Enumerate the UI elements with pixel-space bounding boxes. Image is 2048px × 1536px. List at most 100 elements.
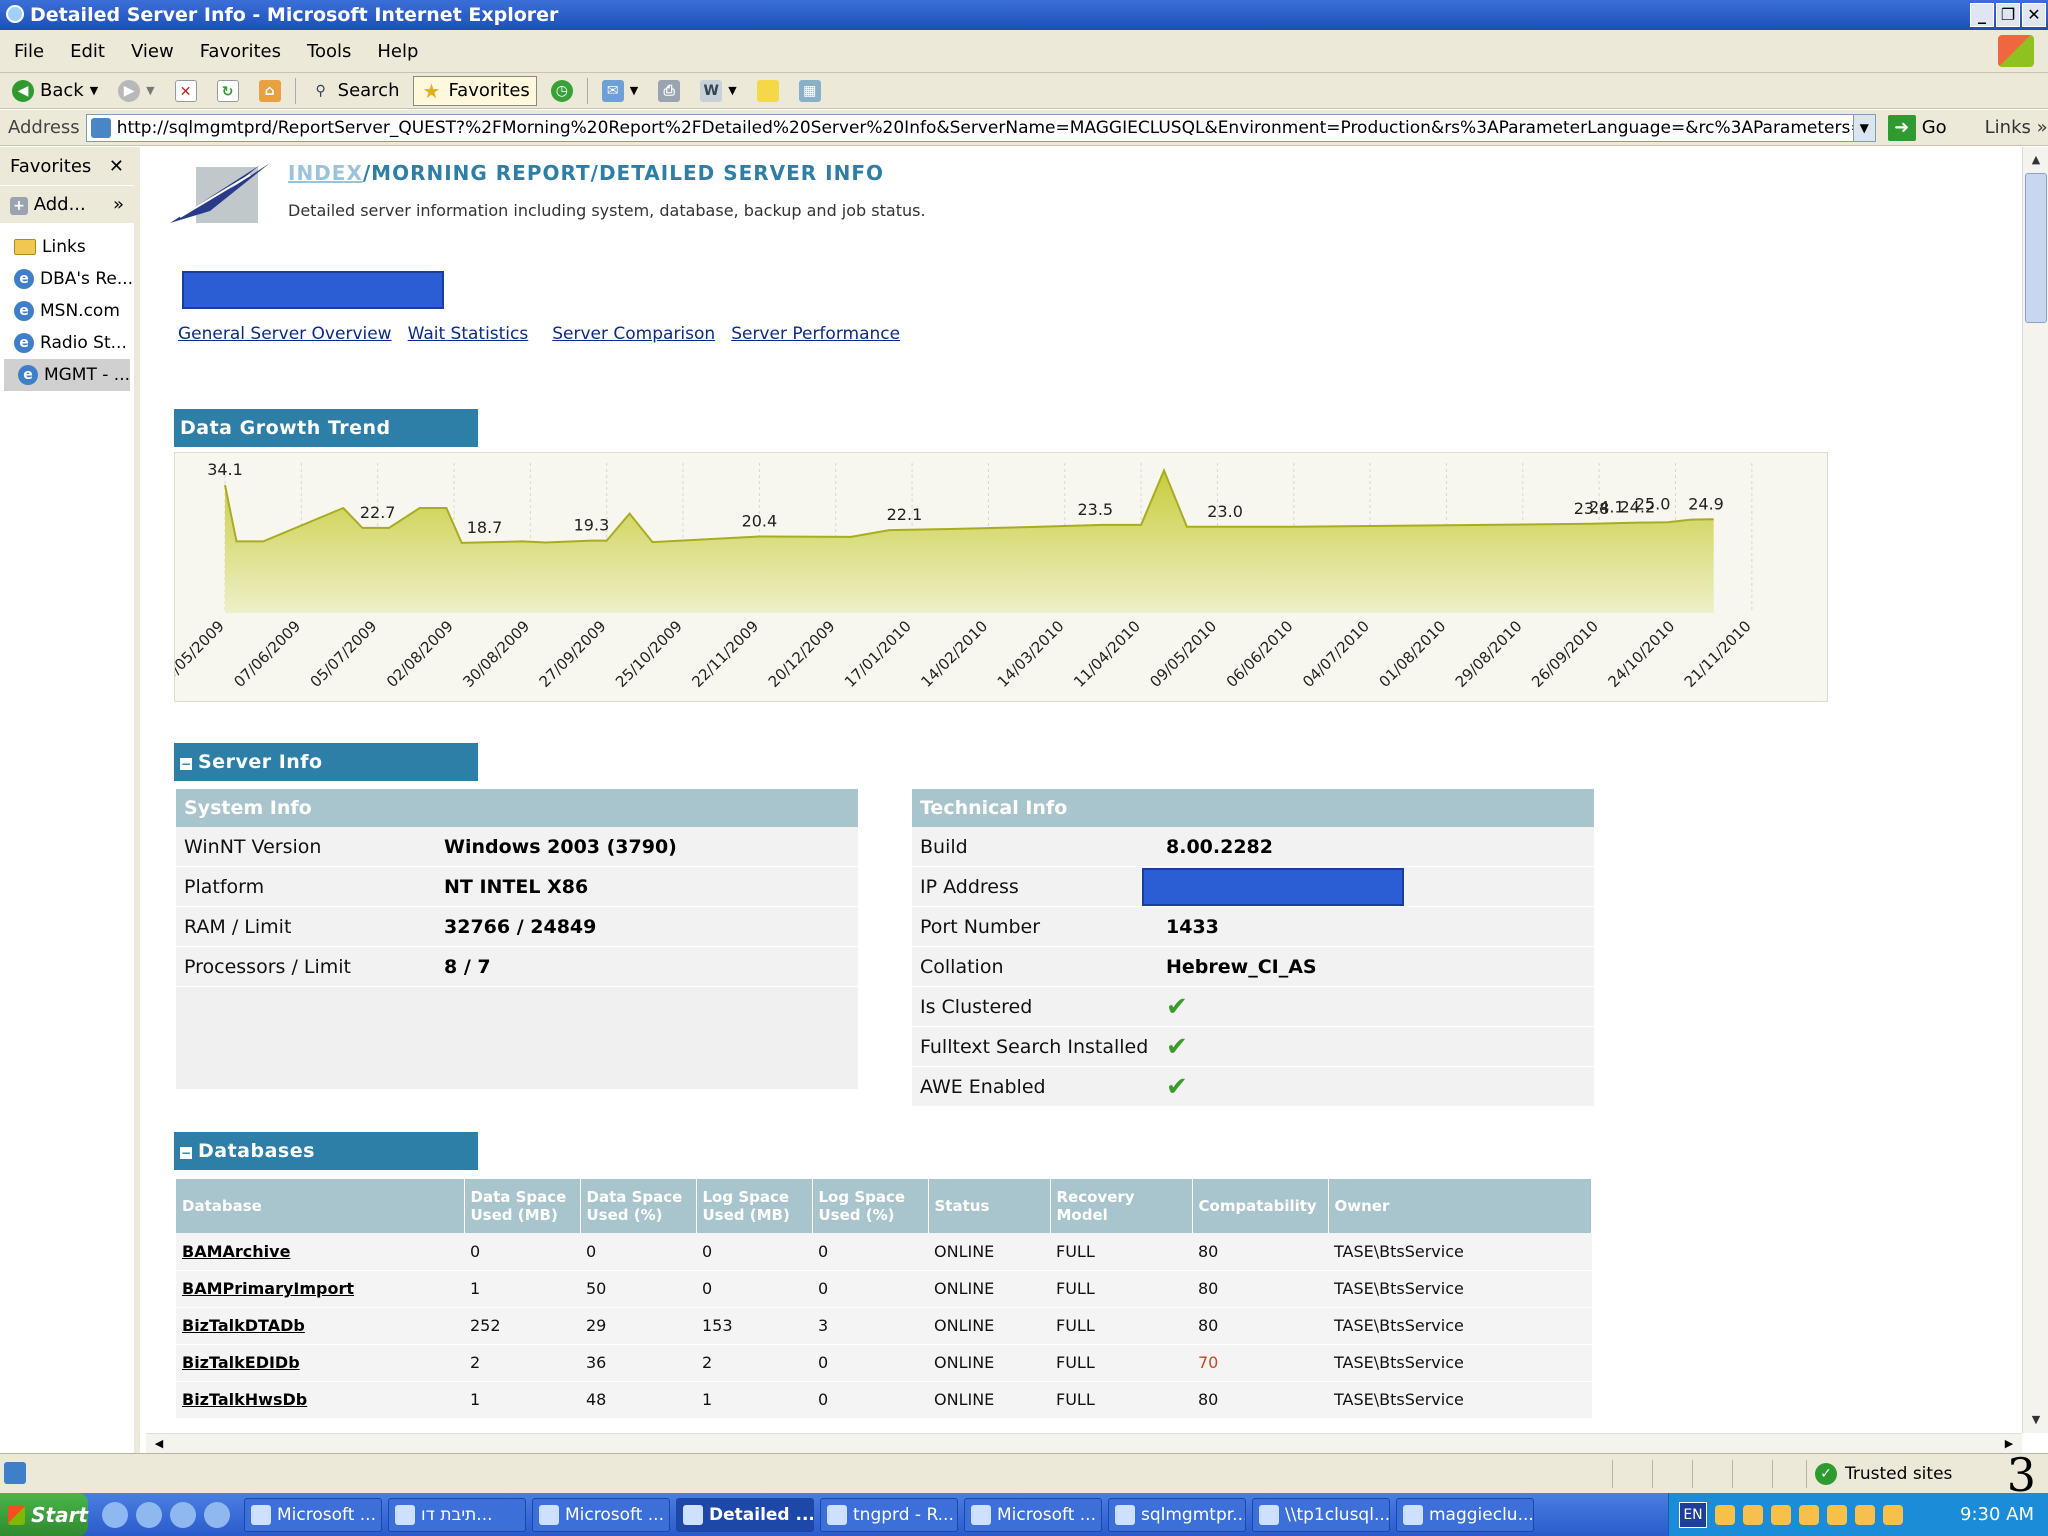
link-server-comparison[interactable]: Server Comparison [552,324,716,344]
scroll-down-icon[interactable]: ▼ [2031,1413,2041,1426]
home-button[interactable]: ⌂ [253,76,287,106]
links-button[interactable]: Links » [1985,117,2048,138]
database-link[interactable]: BAMArchive [176,1233,464,1271]
notes-button[interactable] [751,76,785,106]
database-link[interactable]: BAMPrimaryImport [176,1270,464,1308]
menu-favorites[interactable]: Favorites [199,40,282,62]
taskbar-item[interactable]: תיבת דו... [388,1497,526,1532]
quick-launch-tool-icon[interactable] [170,1501,196,1528]
tray-messenger-icon[interactable] [1743,1504,1763,1525]
scroll-thumb[interactable] [2025,173,2047,323]
taskbar-item[interactable]: Microsoft ... [532,1497,670,1532]
favorites-item-msn[interactable]: e MSN.com [0,295,134,327]
table-row: BAMPrimaryImport 1 50 0 0 ONLINE FULL 80… [176,1270,1592,1308]
mail-button[interactable]: ✉ ▼ [596,76,644,106]
menu-tools[interactable]: Tools [307,40,352,62]
tray-volume-icon[interactable] [1799,1504,1819,1525]
stop-button[interactable]: ✕ [169,76,203,106]
address-input[interactable]: http://sqlmgmtprd/ReportServer_QUEST?%2F… [85,113,1876,142]
quick-launch-outlook-icon[interactable] [102,1501,128,1528]
data-label: 22.1 [887,505,923,524]
status-cells [1612,1460,1812,1488]
refresh-button[interactable]: ↻ [211,76,245,106]
taskbar-item[interactable]: tngprd - R... [820,1497,958,1532]
chevron-right-icon: » [112,194,124,215]
search-button[interactable]: ⚲ Search [304,76,406,106]
close-icon[interactable]: ✕ [108,155,124,177]
taskbar-item[interactable]: Microsoft ... [964,1497,1102,1532]
security-zone[interactable]: ✓ Trusted sites [1806,1460,1952,1488]
table-row: BizTalkHwsDb 1 48 1 0 ONLINE FULL 80 TAS… [176,1381,1592,1419]
favorites-add-button[interactable]: + Add... » [0,185,134,223]
scroll-up-icon[interactable]: ▲ [2031,153,2041,166]
print-button[interactable]: ⎙ [652,76,686,106]
tray-antivirus-icon[interactable] [1827,1504,1847,1525]
x-tick-label: 01/08/2010 [1375,617,1449,691]
menu-help[interactable]: Help [377,40,419,62]
scroll-left-icon[interactable]: ◀ [154,1437,164,1450]
taskbar-item[interactable]: sqlmgmtpr... [1108,1497,1246,1532]
collapse-icon[interactable]: − [180,757,192,771]
collapse-icon[interactable]: − [180,1146,192,1160]
table-cell: 0 [812,1270,928,1308]
link-general-server-overview[interactable]: General Server Overview [178,324,392,344]
quick-launch-ie-icon[interactable] [136,1501,162,1528]
go-button[interactable]: ➜ Go [1887,114,1947,141]
table-cell: ONLINE [928,1233,1050,1271]
close-button[interactable]: ✕ [2022,3,2046,27]
favorites-item-mgmt[interactable]: e MGMT - ... [4,359,130,391]
section-title: Databases [198,1140,315,1162]
taskbar-item[interactable]: Microsoft ... [244,1497,382,1532]
breadcrumb-index-link[interactable]: INDEX [288,161,363,185]
favorites-item-radio[interactable]: e Radio St... [0,327,134,359]
chevron-down-icon: ▼ [89,84,99,97]
database-link[interactable]: BizTalkHwsDb [176,1381,464,1419]
back-button[interactable]: ◀ Back ▼ [6,76,104,106]
section-server-info[interactable]: − Server Info [174,743,478,781]
favorites-button[interactable]: ★ Favorites [413,75,537,106]
tray-mail-icon[interactable] [1715,1504,1735,1525]
forward-button[interactable]: ▶ ▼ [112,76,160,106]
taskbar-item[interactable]: maggieclu... [1396,1497,1534,1532]
taskbar-item-label: Microsoft ... [565,1504,664,1525]
quick-launch-messenger-icon[interactable] [204,1501,230,1528]
data-label: 24.2 [1620,497,1656,516]
horizontal-scrollbar[interactable]: ◀ ▶ [146,1433,2022,1453]
menu-edit[interactable]: Edit [70,40,105,62]
taskbar-item[interactable]: \\tp1clusql... [1252,1497,1390,1532]
taskbar-item-active[interactable]: Detailed ... [676,1497,814,1532]
address-dropdown-icon[interactable]: ▼ [1852,114,1875,141]
history-button[interactable]: ◷ [545,76,579,106]
app-icon [827,1504,847,1525]
favorites-item-dba[interactable]: e DBA's Re... [0,263,134,295]
favorites-item-links[interactable]: Links [0,231,134,263]
link-wait-statistics[interactable]: Wait Statistics [407,324,529,344]
data-growth-chart: 34.1 22.7 18.7 19.3 20.4 22.1 23.5 23.0 24.1 25.0… [154,452,1828,702]
info-row-processors-limit: Processors / Limit 8 / 7 [176,947,858,987]
scroll-right-icon[interactable]: ▶ [2004,1437,2014,1450]
database-link[interactable]: BizTalkEDIDb [176,1344,464,1382]
clock[interactable]: 9:30 AM [1960,1504,2034,1525]
edit-button[interactable]: W ▼ [694,76,742,106]
language-indicator[interactable]: EN [1679,1501,1707,1528]
info-value: 32766 / 24849 [444,915,597,938]
tray-security-icon[interactable] [1883,1504,1903,1525]
link-server-performance[interactable]: Server Performance [731,324,901,344]
table-cell: TASE\BtsService [1328,1344,1592,1382]
links-label: Links [1984,117,2031,138]
maximize-button[interactable]: ❐ [1996,3,2020,27]
taskbar-item-label: Microsoft ... [997,1504,1096,1525]
note-icon [756,79,779,102]
minimize-button[interactable]: _ [1970,3,1994,27]
section-databases[interactable]: − Databases [174,1132,478,1170]
database-link[interactable]: BizTalkDTADb [176,1307,464,1345]
research-button[interactable]: ▦ [793,76,827,106]
info-row-is-clustered: Is Clustered ✔ [912,987,1594,1027]
start-button[interactable]: Start [0,1493,88,1536]
tray-network-icon[interactable] [1771,1504,1791,1525]
menu-view[interactable]: View [130,40,174,62]
table-cell: TASE\BtsService [1328,1307,1592,1345]
tray-app-icon[interactable] [1855,1504,1875,1525]
vertical-scrollbar[interactable]: ▲ ▼ [2022,147,2048,1433]
menu-file[interactable]: File [14,40,45,62]
